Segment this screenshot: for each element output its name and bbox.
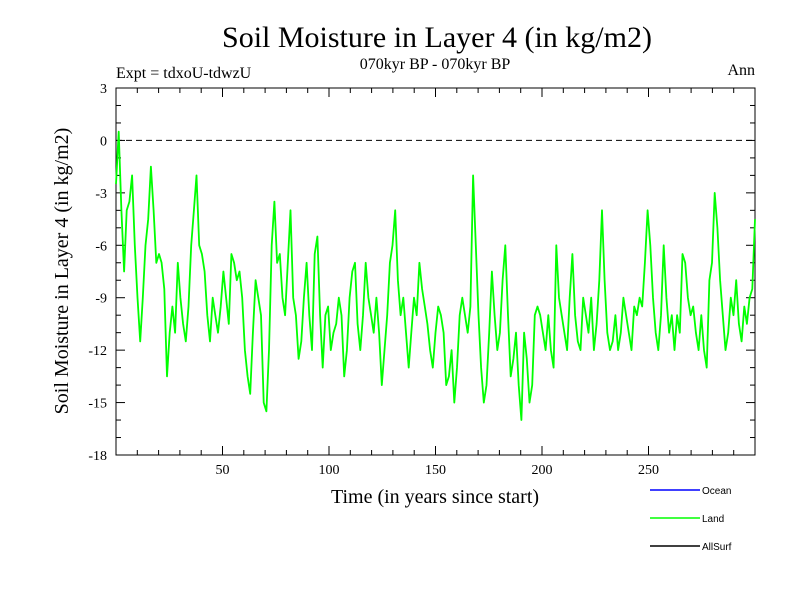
series-line-land	[115, 130, 756, 421]
y-tick-label: -18	[88, 449, 107, 464]
x-tick-label: 200	[532, 463, 553, 478]
y-tick-label: 3	[100, 82, 107, 97]
legend-label-ocean: Ocean	[702, 486, 731, 497]
legend-label-land: Land	[702, 514, 724, 525]
expt-label: Expt = tdxoU-tdwzU	[116, 65, 252, 82]
plot-frame	[115, 87, 756, 456]
y-tick-label: -3	[95, 187, 107, 202]
x-tick-label: 50	[216, 463, 230, 478]
y-tick-label: -6	[95, 239, 107, 254]
x-tick-label: 150	[425, 463, 446, 478]
chart-subtitle: 070kyr BP - 070kyr BP	[360, 56, 511, 73]
x-tick-label: 100	[319, 463, 340, 478]
plot-area: 50 100 150 200 250 3 0 -3 -6 -9 -12 -15 -18	[88, 82, 756, 478]
legend: Ocean Land AllSurf	[650, 486, 732, 553]
x-tick-label: 250	[638, 463, 659, 478]
y-axis-label: Soil Moisture in Layer 4 (in kg/m2)	[51, 128, 73, 415]
y-tick-label: 0	[100, 134, 107, 149]
legend-label-allsurf: AllSurf	[702, 542, 732, 553]
y-tick-label: -15	[88, 397, 107, 412]
y-tick-label: -9	[95, 292, 107, 307]
x-axis-label: Time (in years since start)	[331, 486, 539, 508]
y-tick-label: -12	[88, 344, 107, 359]
chart-title: Soil Moisture in Layer 4 (in kg/m2)	[222, 21, 652, 54]
season-label: Ann	[727, 62, 755, 79]
